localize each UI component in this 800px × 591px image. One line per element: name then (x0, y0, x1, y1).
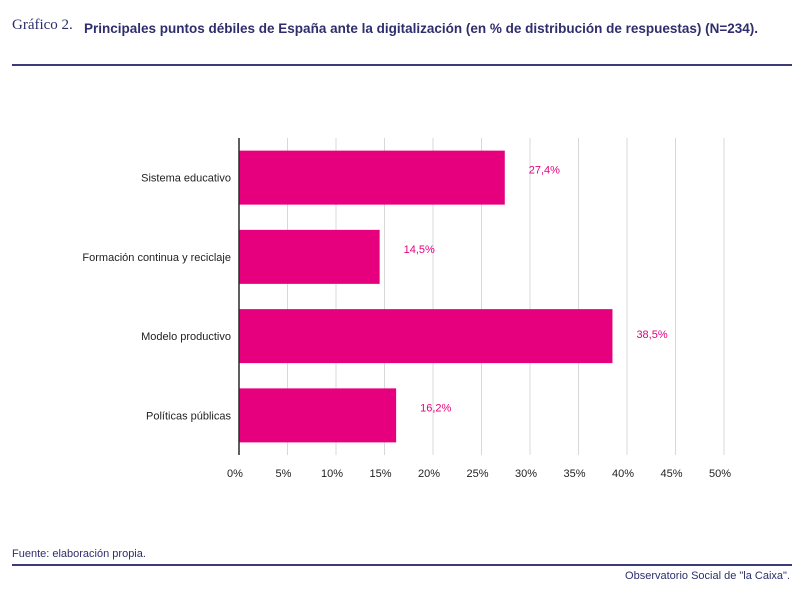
bar (239, 309, 613, 364)
value-label: 38,5% (636, 329, 667, 341)
x-tick-label: 35% (563, 468, 585, 480)
x-tick-label: 25% (466, 468, 488, 480)
bar (239, 150, 505, 205)
x-tick-label: 10% (321, 468, 343, 480)
bar-chart: Sistema educativo 27,4% Formación continua… (82, 138, 731, 480)
category-label: Sistema educativo (141, 173, 231, 185)
figure-label: Gráfico 2. (12, 17, 73, 33)
value-label: 27,4% (529, 165, 560, 177)
x-tick-label: 0% (227, 468, 243, 480)
x-tick-label: 15% (369, 468, 391, 480)
source-note: Fuente: elaboración propia. (12, 548, 146, 560)
x-tick-label: 20% (418, 468, 440, 480)
footer-divider (12, 564, 792, 566)
category-label: Modelo productivo (141, 331, 231, 343)
x-tick-label: 40% (612, 468, 634, 480)
x-tick-label: 45% (660, 468, 682, 480)
x-tick-label: 50% (709, 468, 731, 480)
category-label: Formación continua y reciclaje (82, 252, 231, 264)
category-label: Políticas públicas (146, 410, 231, 422)
x-tick-label: 5% (276, 468, 292, 480)
header-divider (12, 64, 792, 66)
bar (239, 388, 397, 443)
value-label: 14,5% (404, 244, 435, 256)
bar (239, 229, 380, 284)
value-label: 16,2% (420, 402, 451, 414)
x-tick-label: 30% (515, 468, 537, 480)
figure-title: Principales puntos débiles de España ant… (84, 21, 759, 36)
brand-credit: Observatorio Social de "la Caixa". (625, 570, 790, 582)
